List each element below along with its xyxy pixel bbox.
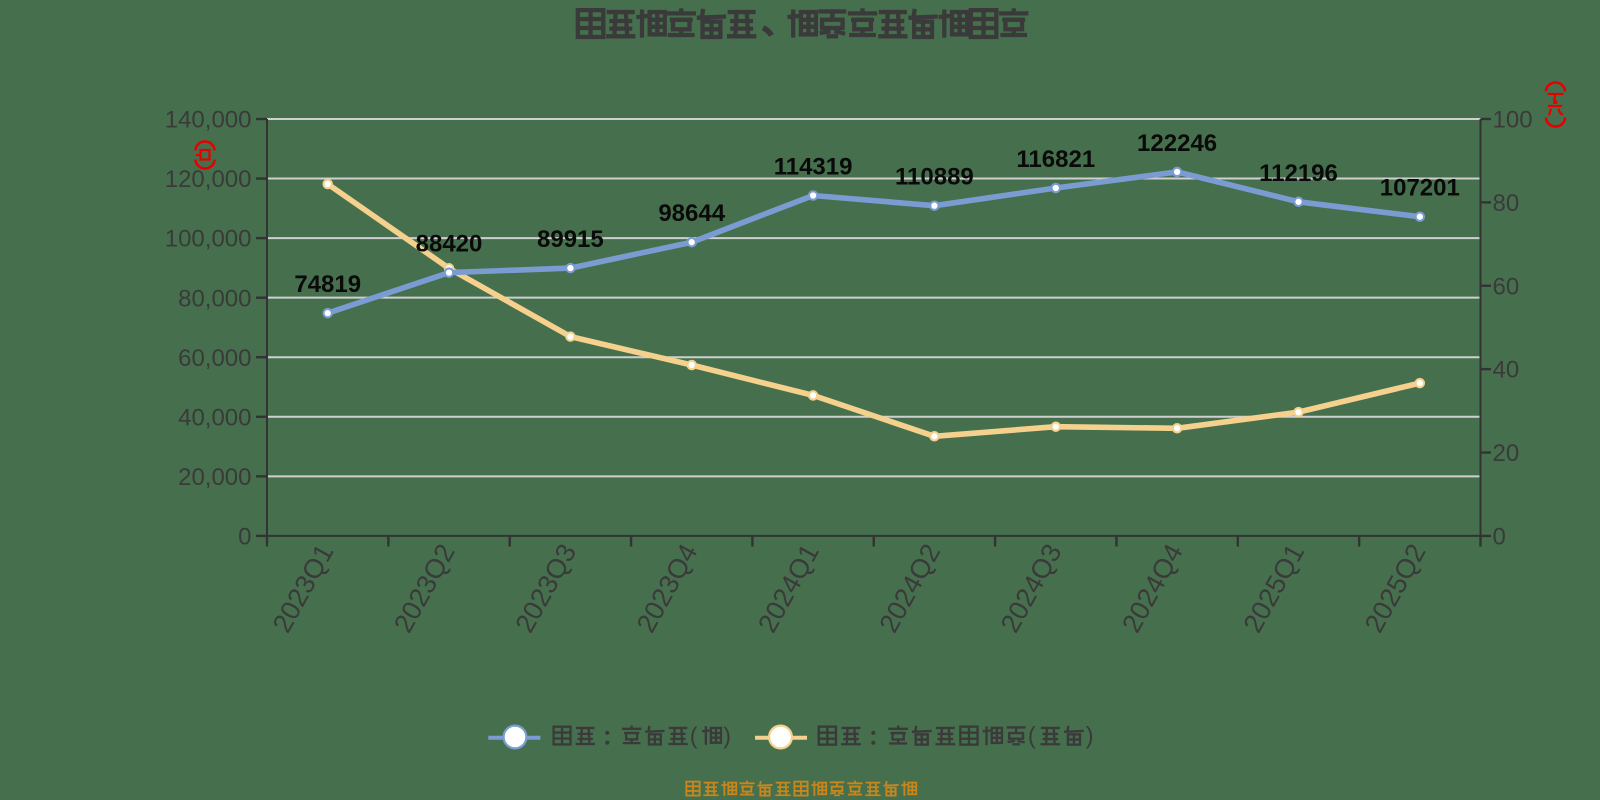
svg-text:20: 20 bbox=[1493, 440, 1520, 467]
svg-text:60: 60 bbox=[1493, 273, 1520, 300]
svg-text:(: ( bbox=[1028, 724, 1036, 750]
svg-text:110889: 110889 bbox=[895, 164, 974, 191]
svg-text:88420: 88420 bbox=[416, 231, 483, 258]
svg-text:): ) bbox=[723, 723, 731, 749]
svg-text:40,000: 40,000 bbox=[178, 404, 251, 431]
svg-text:60,000: 60,000 bbox=[178, 345, 251, 372]
svg-text:107201: 107201 bbox=[1380, 175, 1460, 202]
svg-text:100: 100 bbox=[1493, 107, 1533, 134]
svg-text:140,000: 140,000 bbox=[165, 107, 252, 134]
svg-text:20,000: 20,000 bbox=[178, 464, 251, 491]
svg-text:(: ( bbox=[690, 723, 698, 749]
svg-text:0: 0 bbox=[1493, 524, 1506, 551]
svg-text:74819: 74819 bbox=[294, 271, 361, 298]
svg-text:89915: 89915 bbox=[537, 226, 604, 253]
svg-text:120,000: 120,000 bbox=[165, 166, 252, 193]
svg-text:112196: 112196 bbox=[1259, 160, 1338, 187]
svg-text:114319: 114319 bbox=[774, 154, 853, 181]
svg-text:): ) bbox=[1086, 724, 1094, 750]
svg-text:100,000: 100,000 bbox=[165, 226, 252, 253]
svg-text:122246: 122246 bbox=[1137, 130, 1217, 157]
svg-text:40: 40 bbox=[1493, 357, 1520, 384]
svg-text:98644: 98644 bbox=[658, 200, 725, 227]
svg-text:0: 0 bbox=[238, 524, 251, 551]
svg-text:80,000: 80,000 bbox=[178, 285, 251, 312]
svg-text:80: 80 bbox=[1493, 190, 1520, 217]
svg-text:116821: 116821 bbox=[1016, 146, 1095, 173]
